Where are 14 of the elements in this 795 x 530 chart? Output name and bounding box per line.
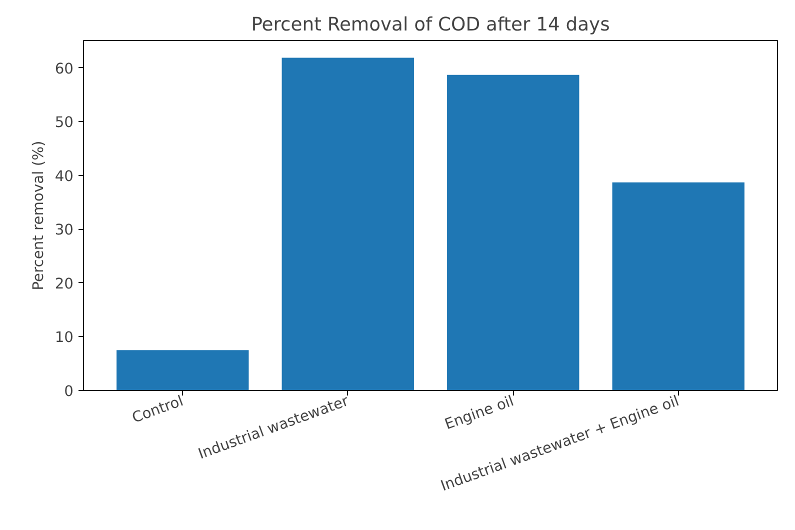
x-tick-label: Engine oil bbox=[442, 392, 516, 434]
bar bbox=[447, 74, 580, 390]
bar bbox=[282, 58, 414, 390]
chart-title: Percent Removal of COD after 14 days bbox=[251, 14, 610, 36]
bar bbox=[612, 182, 744, 390]
y-tick-label: 0 bbox=[64, 383, 74, 400]
y-tick-label: 50 bbox=[54, 114, 74, 132]
y-tick-label: 20 bbox=[54, 275, 74, 292]
y-axis-title: Percent removal (%) bbox=[30, 140, 47, 290]
bar bbox=[116, 350, 249, 390]
y-tick-label: 10 bbox=[54, 329, 74, 346]
y-tick-label: 30 bbox=[54, 222, 74, 239]
y-tick-label: 60 bbox=[54, 60, 74, 78]
y-tick-label: 40 bbox=[54, 168, 74, 185]
